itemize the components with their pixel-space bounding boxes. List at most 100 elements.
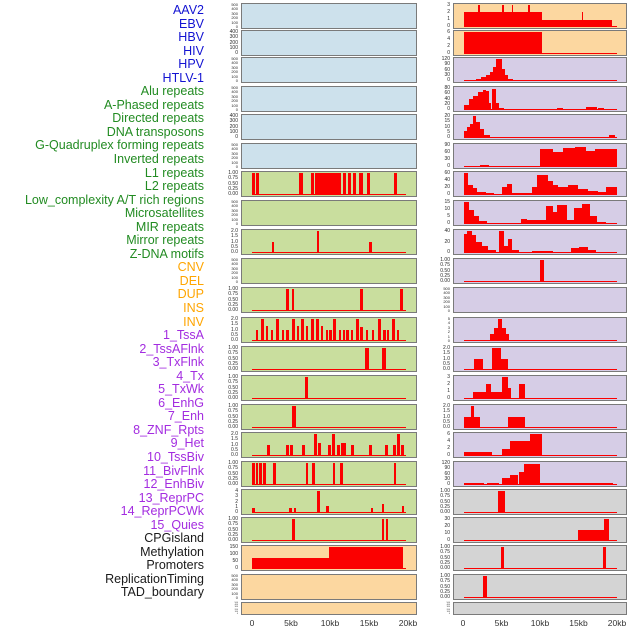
y-tick-value: 4 [235,488,238,494]
y-ticks-htlv-1: 500 400 300 200 100 0 [211,143,238,169]
y-ticks-low-complexity-a-t-rich-regions: 1.00 0.75 0.50 0.25 0.00 [211,404,238,430]
y-tick-value: 30 [444,475,450,482]
y-tick-value: 0 [235,106,238,112]
y-ticks-methylation: 30 20 10 0 [423,517,450,543]
y-tick-value: 1 [447,333,450,339]
data-bar [500,547,504,569]
y-tick-value: 0.50 [440,583,450,590]
x-axis-tick-left-10kb: 10kb [320,618,340,628]
data-bar [545,206,553,224]
plot-area-cnv [252,547,407,569]
data-bar [464,483,485,485]
data-bar [473,95,478,110]
data-bar [391,319,395,341]
y-tick-value: 100 [234,610,238,613]
figure-label-13-reprpc: 13_ReprPC [138,490,204,505]
data-bar [567,219,574,224]
plot-area-5-txwk [464,173,617,195]
track-panel-left-hbv [241,57,417,83]
data-bar [317,231,320,253]
data-bar [479,165,489,167]
y-tick-value: 0 [447,481,450,487]
data-bar [581,12,584,27]
y-tick-value: 1 [447,16,450,22]
data-bar [394,463,397,485]
y-ticks-mir-repeats: 1.00 0.75 0.50 0.25 0.00 [211,461,238,487]
y-tick-value: 6 [447,29,450,35]
data-bar [342,330,345,341]
data-bar [579,246,588,253]
y-tick-value: 0.00 [228,537,238,543]
y-tick-value: 300 [229,34,238,41]
y-tick-value: 60 [444,90,450,97]
data-bar [512,193,522,195]
y-tick-value: 3 [447,374,450,380]
data-bar [563,148,576,167]
data-bar [320,325,324,341]
figure-label-tad-boundary: TAD_boundary [120,585,204,600]
y-tick-value: 0 [235,509,238,515]
figure-label-12-enhbiv: 12_EnhBiv [143,477,204,492]
y-tick-value: 500 [231,2,238,7]
data-bar [263,463,266,485]
data-bar [540,483,614,485]
figure-label-replicationtiming: ReplicationTiming [105,571,204,586]
data-bar [610,80,616,81]
plot-area-methylation [464,519,617,541]
y-tick-value: 4 [447,438,450,444]
data-bar [300,319,305,341]
data-bar [464,234,467,253]
data-bar [464,32,542,54]
data-bar [506,184,513,195]
y-ticks-l2-repeats: 1.00 0.75 0.50 0.25 0.00 [211,375,238,401]
y-tick-value: 20 [444,238,450,245]
data-bar [528,5,531,27]
y-ticks-5-txwk: 60 40 20 0 [423,171,450,197]
y-tick-value: 80 [444,85,450,91]
plot-area-2-tssaflnk [464,88,617,110]
data-bar [340,442,346,456]
figure-label-inverted-repeats: Inverted repeats [113,151,204,166]
data-bar [317,491,320,513]
y-tick-value: 0.00 [228,395,238,401]
data-bar [587,250,596,253]
track-panel-left-alu-repeats [241,171,417,197]
y-tick-value: 400 [231,6,238,12]
figure-label-hiv: HIV [183,43,204,58]
data-bar [292,519,295,541]
y-tick-value: 0 [447,50,450,56]
track-panel-right-10-tssbiv [453,317,627,343]
y-tick-value: 1.00 [228,170,238,176]
plot-area-11-bivflnk [464,348,617,370]
y-tick-value: 0.75 [440,549,450,556]
y-tick-value: 60 [444,66,450,73]
data-bar [471,79,477,81]
data-bar [485,91,489,110]
figure-label-10-tssbiv: 10_TssBiv [147,449,204,464]
y-tick-value: 0 [236,612,238,615]
y-tick-value: 0 [235,77,238,83]
data-bar [270,330,274,341]
data-bar [596,221,606,224]
plot-area-hpv [252,116,406,138]
track-panel-right-8-znf-rpts [453,258,627,284]
plot-area-g-quadruplex-forming-repeats [252,289,407,311]
data-bar [325,330,328,341]
y-tick-value: 0.75 [440,262,450,269]
data-bar [326,506,329,513]
track-panel-right-11-bivflnk [453,346,627,372]
y-tick-value: 2.0 [231,316,238,322]
y-tick-value: 0.75 [440,578,450,585]
y-tick-value: 200 [231,69,238,75]
y-ticks-tad-boundary: 500 400 300 200 100 0 [423,602,450,615]
data-bar [500,359,508,370]
data-bar [521,193,533,195]
y-tick-value: 500 [231,199,238,204]
y-tick-value: 0 [447,220,450,226]
y-tick-value: 1.5 [231,321,238,328]
y-tick-value: 150 [229,544,238,550]
figure-label-del: DEL [179,273,204,288]
data-bar [360,289,363,311]
figure-label-z-dna-motifs: Z-DNA motifs [129,246,204,261]
